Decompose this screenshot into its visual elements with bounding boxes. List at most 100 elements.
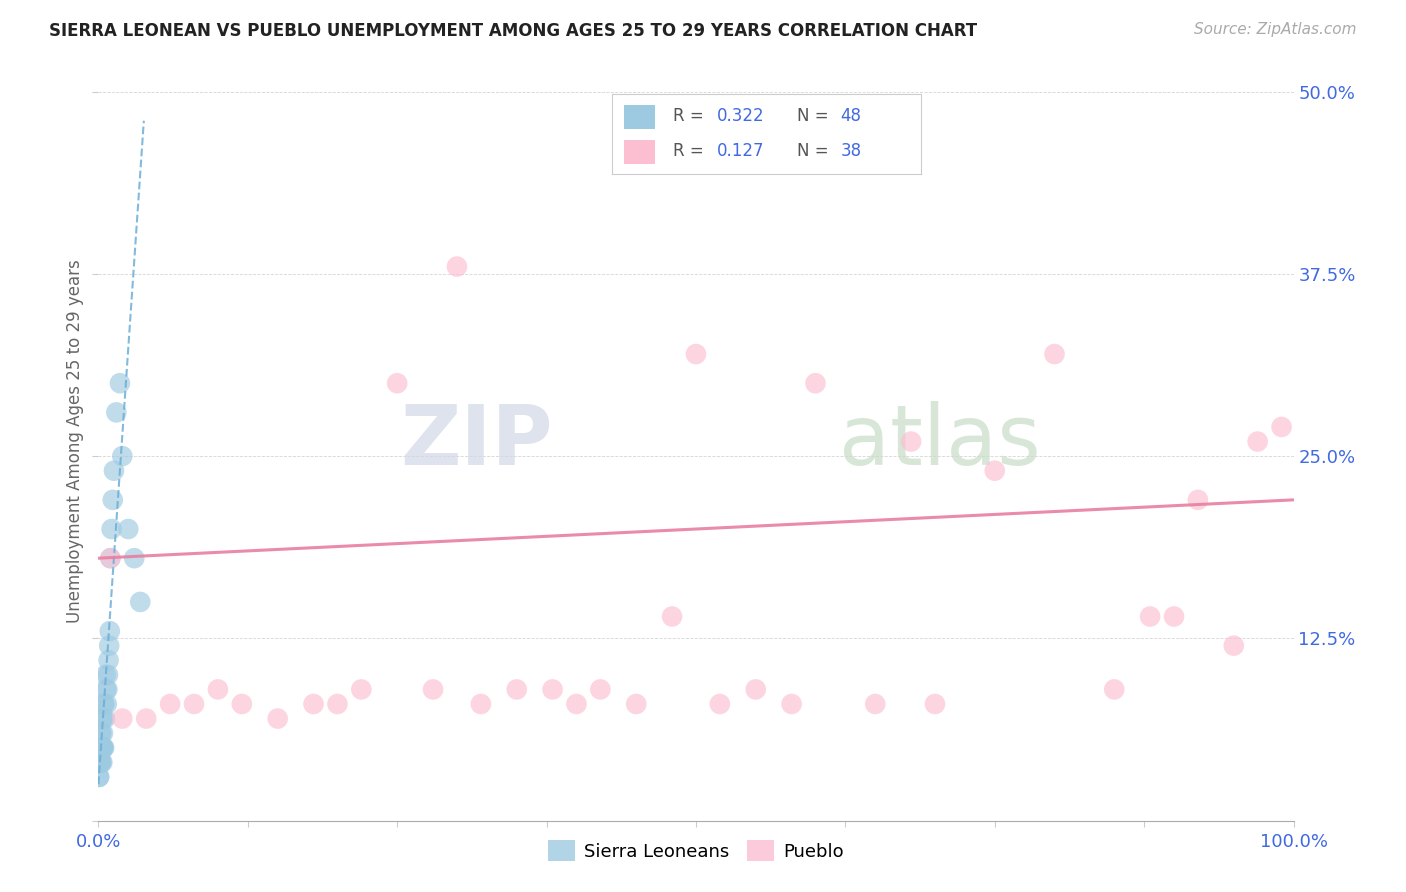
Point [98, 551, 122, 566]
Point [135, 712, 157, 726]
Point [183, 697, 205, 711]
Point [1104, 682, 1126, 697]
Point [541, 682, 564, 697]
Point [207, 682, 229, 697]
Point [470, 697, 492, 711]
Point [89, 740, 111, 755]
Point [1271, 420, 1294, 434]
Point [103, 464, 125, 478]
Point [97, 668, 120, 682]
Point [98, 639, 121, 653]
Point [350, 682, 373, 697]
Point [661, 609, 683, 624]
Point [1223, 639, 1246, 653]
Point [93, 697, 115, 711]
Point [302, 697, 325, 711]
Y-axis label: Unemployment Among Ages 25 to 29 years: Unemployment Among Ages 25 to 29 years [66, 260, 84, 624]
Point [100, 522, 122, 536]
Point [89, 740, 111, 755]
Point [98, 624, 121, 639]
Text: 0.322: 0.322 [717, 107, 765, 125]
FancyBboxPatch shape [624, 140, 655, 164]
Text: SIERRA LEONEAN VS PUEBLO UNEMPLOYMENT AMONG AGES 25 TO 29 YEARS CORRELATION CHAR: SIERRA LEONEAN VS PUEBLO UNEMPLOYMENT AM… [49, 22, 977, 40]
Text: N =: N = [797, 107, 834, 125]
Text: 0.127: 0.127 [717, 143, 765, 161]
Point [124, 551, 146, 566]
Point [865, 697, 887, 711]
Text: 48: 48 [841, 107, 862, 125]
Point [90, 726, 112, 740]
Point [1163, 609, 1185, 624]
Point [98, 551, 122, 566]
Text: ZIP: ZIP [401, 401, 553, 482]
Point [804, 376, 827, 391]
Point [89, 756, 111, 770]
Point [780, 697, 803, 711]
Point [89, 756, 111, 770]
Point [93, 697, 115, 711]
Point [565, 697, 588, 711]
Point [745, 682, 768, 697]
Point [1247, 434, 1270, 449]
Point [91, 712, 114, 726]
Point [89, 740, 111, 755]
Point [96, 697, 118, 711]
Point [589, 682, 612, 697]
FancyBboxPatch shape [624, 105, 655, 129]
Point [101, 492, 124, 507]
Point [1139, 609, 1161, 624]
Point [111, 712, 134, 726]
Point [90, 740, 112, 755]
Point [90, 740, 112, 755]
Point [97, 653, 120, 667]
Point [90, 726, 112, 740]
Point [89, 770, 111, 784]
Point [1187, 492, 1209, 507]
Point [1043, 347, 1066, 361]
Point [93, 740, 115, 755]
Point [91, 726, 114, 740]
Text: Source: ZipAtlas.com: Source: ZipAtlas.com [1194, 22, 1357, 37]
Point [984, 464, 1007, 478]
Point [91, 740, 114, 755]
Point [91, 712, 114, 726]
Point [685, 347, 707, 361]
Point [90, 740, 112, 755]
Point [900, 434, 922, 449]
Point [90, 756, 112, 770]
Text: R =: R = [673, 143, 710, 161]
Point [924, 697, 946, 711]
Point [91, 740, 114, 755]
Point [709, 697, 731, 711]
Point [159, 697, 181, 711]
Point [506, 682, 529, 697]
Point [105, 405, 128, 419]
Point [129, 595, 152, 609]
Point [231, 697, 253, 711]
Point [89, 756, 111, 770]
Point [90, 756, 112, 770]
Point [626, 697, 648, 711]
Point [446, 260, 468, 274]
Point [91, 740, 114, 755]
Text: atlas: atlas [839, 401, 1040, 482]
Point [94, 668, 117, 682]
Point [326, 697, 349, 711]
Point [96, 682, 118, 697]
Point [267, 712, 290, 726]
Text: N =: N = [797, 143, 834, 161]
Point [94, 712, 117, 726]
Text: R =: R = [673, 107, 710, 125]
Point [385, 376, 409, 391]
Point [96, 682, 118, 697]
Point [117, 522, 139, 536]
Text: 38: 38 [841, 143, 862, 161]
Point [89, 740, 111, 755]
Point [108, 376, 131, 391]
Point [422, 682, 444, 697]
Point [91, 756, 114, 770]
Legend: Sierra Leoneans, Pueblo: Sierra Leoneans, Pueblo [541, 833, 851, 869]
Point [111, 449, 134, 463]
Point [93, 740, 115, 755]
Point [87, 770, 110, 784]
